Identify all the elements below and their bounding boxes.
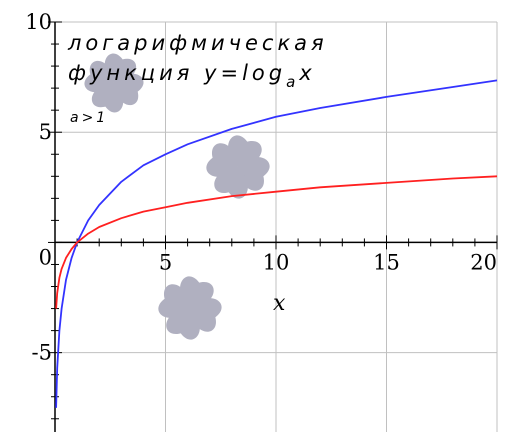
series-line-1 bbox=[55, 79, 498, 408]
flower-petal bbox=[84, 60, 114, 93]
series bbox=[55, 79, 498, 408]
flower-petal bbox=[206, 143, 238, 177]
annotation-line-2-sub: a bbox=[286, 73, 299, 91]
flower-icon bbox=[158, 276, 222, 340]
y-tick-label: 0 bbox=[39, 245, 52, 269]
axes bbox=[48, 21, 498, 432]
x-axis-label: x bbox=[273, 291, 286, 316]
flower-petal bbox=[158, 284, 190, 318]
annotation-line-2-prefix: функция y=log bbox=[68, 61, 286, 85]
flower-icon bbox=[84, 53, 144, 113]
y-tick-label: -5 bbox=[32, 341, 52, 365]
y-tick-label: 10 bbox=[25, 10, 52, 34]
annotation-line-1: логарифмическая bbox=[67, 31, 328, 55]
grid bbox=[55, 21, 498, 432]
decorations bbox=[84, 53, 270, 340]
tick-labels: 5 10 15 20 -5 0 5 10 bbox=[25, 10, 497, 365]
annotation: логарифмическая функция y=logax a>1 bbox=[67, 31, 328, 126]
y-tick-label: 5 bbox=[39, 120, 52, 144]
x-tick-label: 5 bbox=[159, 250, 172, 274]
x-tick-label: 20 bbox=[470, 250, 497, 274]
series-line-2 bbox=[55, 175, 498, 309]
annotation-line-2: функция y=logax bbox=[68, 61, 316, 91]
x-tick-label: 10 bbox=[263, 250, 290, 274]
flower-icon bbox=[206, 135, 270, 199]
x-tick-label: 15 bbox=[373, 250, 400, 274]
annotation-line-3: a>1 bbox=[70, 110, 108, 126]
annotation-line-2-suffix: x bbox=[298, 61, 315, 85]
